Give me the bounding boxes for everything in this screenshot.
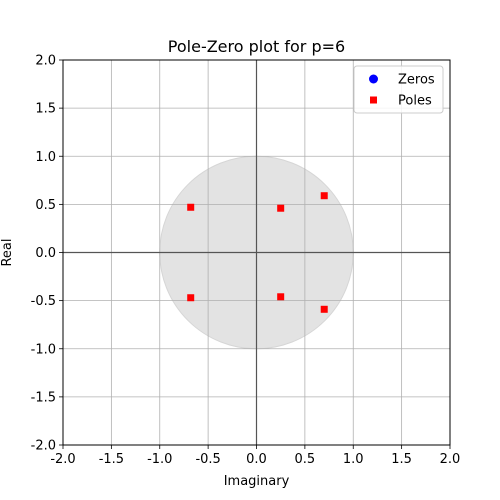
y-tick-label: 2.0 <box>35 54 56 69</box>
x-tick-label: 0.5 <box>295 452 316 467</box>
legend-zeros-swatch <box>369 74 378 84</box>
y-tick-label: -1.0 <box>31 342 56 357</box>
x-tick-label: -1.0 <box>147 452 172 467</box>
y-tick-label: 1.5 <box>35 102 56 117</box>
pole-marker <box>277 293 285 301</box>
legend-label: Poles <box>398 94 432 109</box>
x-tick-label: 1.0 <box>343 452 364 467</box>
pole-marker <box>320 192 328 200</box>
pole-marker <box>187 294 195 302</box>
y-tick-label: 1.0 <box>35 150 56 165</box>
x-tick-label: 1.5 <box>391 452 412 467</box>
y-tick-label: 0.0 <box>35 246 56 261</box>
pole-marker <box>277 204 285 212</box>
pole-marker <box>320 305 328 313</box>
y-axis-title: Real <box>0 238 15 266</box>
chart-title: Pole-Zero plot for p=6 <box>168 37 345 56</box>
y-tick-label: -2.0 <box>31 439 56 454</box>
legend-poles-swatch <box>370 96 377 104</box>
x-tick-label: 0.0 <box>246 452 267 467</box>
y-tick-label: -0.5 <box>31 294 56 309</box>
x-tick-label: -1.5 <box>99 452 124 467</box>
legend-label: Zeros <box>398 73 435 88</box>
x-axis-title: Imaginary <box>224 474 290 489</box>
x-tick-label: -2.0 <box>50 452 75 467</box>
y-tick-label: 0.5 <box>35 198 56 213</box>
pole-marker <box>187 203 195 211</box>
x-tick-label: 2.0 <box>440 452 461 467</box>
legend: Zeros Poles <box>353 65 444 114</box>
x-tick-label: -0.5 <box>195 452 220 467</box>
y-tick-label: -1.5 <box>31 390 56 405</box>
